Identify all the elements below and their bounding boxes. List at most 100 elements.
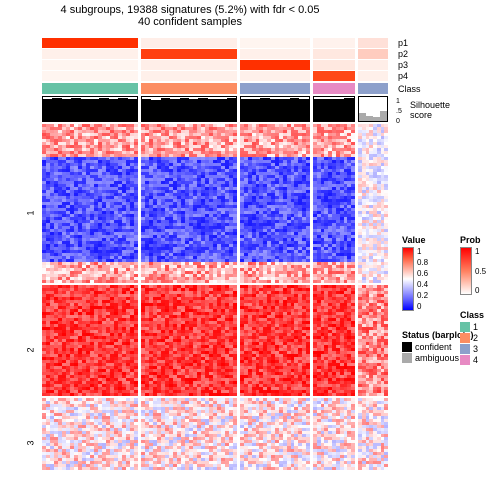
silhouette-block [240, 96, 310, 122]
sil-tick: .5 [396, 108, 402, 115]
legend-tick: 1 [417, 247, 428, 256]
silhouette-label: Silhouette score [410, 100, 450, 120]
prob-label: p4 [398, 71, 408, 81]
silhouette-block [358, 96, 388, 122]
legend-prob: Prob 10.50 [460, 235, 486, 295]
prob-cell [141, 71, 237, 81]
heatmap-block [141, 398, 237, 470]
heatmap-block [141, 124, 237, 283]
heatmap-block [42, 398, 138, 470]
silhouette-bar [62, 99, 71, 121]
silhouette-bar [161, 98, 170, 121]
heatmap-block [240, 398, 310, 470]
silhouette-bar [299, 99, 309, 121]
silhouette-bar [99, 98, 108, 121]
prob-label: p2 [398, 49, 408, 59]
row-group-label: 3 [26, 440, 36, 445]
silhouette-bar [128, 99, 137, 121]
silhouette-block [42, 96, 138, 122]
silhouette-bar [227, 98, 236, 121]
prob-cell [358, 71, 388, 81]
legend-tick: 0 [417, 302, 428, 311]
legend-item: 4 [460, 355, 484, 365]
legend-class: Class 1234 [460, 310, 484, 366]
class-row-label: Class [398, 84, 421, 94]
silhouette-bar [52, 98, 61, 121]
heatmap-block [141, 285, 237, 396]
prob-label: p1 [398, 38, 408, 48]
class-cell [141, 83, 237, 94]
silhouette-bar [90, 99, 99, 121]
heatmap-block [42, 124, 138, 283]
heatmap-block [358, 285, 388, 396]
prob-cell [313, 49, 355, 59]
legend-gradient [402, 247, 414, 311]
silhouette-bar [217, 99, 226, 121]
chart-title: 4 subgroups, 19388 signatures (5.2%) wit… [0, 0, 380, 16]
prob-cell [141, 60, 237, 70]
silhouette-bar [81, 99, 90, 121]
legend-tick: 0.8 [417, 258, 428, 267]
prob-cell [313, 71, 355, 81]
silhouette-bar [142, 99, 151, 121]
silhouette-bar [251, 99, 261, 121]
prob-cell [42, 60, 138, 70]
legend-title: Class [460, 310, 484, 320]
silhouette-bar [208, 99, 217, 121]
prob-cell [42, 38, 138, 48]
legend-tick: 1 [475, 247, 486, 256]
silhouette-bar [290, 98, 300, 121]
silhouette-bar [344, 98, 354, 121]
class-cell [313, 83, 355, 94]
silhouette-bar [324, 99, 334, 121]
heatmap-block [313, 398, 355, 470]
silhouette-bar [270, 99, 280, 121]
prob-cell [313, 38, 355, 48]
silhouette-bar [334, 99, 344, 121]
heatmap-block [240, 285, 310, 396]
class-cell [358, 83, 388, 94]
silhouette-bar [373, 117, 380, 121]
prob-cell [240, 38, 310, 48]
legend-item: 1 [460, 322, 484, 332]
silhouette-bar [359, 113, 366, 121]
row-group-label: 2 [26, 347, 36, 352]
silhouette-bar [189, 99, 198, 121]
prob-cell [358, 60, 388, 70]
silhouette-block [141, 96, 237, 122]
class-cell [240, 83, 310, 94]
legend-value: Value 10.80.60.40.20 [402, 235, 428, 311]
silhouette-bar [198, 98, 207, 121]
prob-cell [141, 49, 237, 59]
silhouette-bar [280, 99, 290, 121]
legend-title: Prob [460, 235, 486, 245]
silhouette-block [313, 96, 355, 122]
prob-cell [240, 60, 310, 70]
legend-tick: 0 [475, 286, 486, 295]
heatmap-block [358, 398, 388, 470]
silhouette-bar [380, 111, 387, 121]
legend-tick: 0.6 [417, 269, 428, 278]
silhouette-bar [118, 98, 127, 121]
chart-subtitle: 40 confident samples [0, 16, 380, 30]
silhouette-bar [241, 99, 251, 121]
heatmap-block [313, 124, 355, 283]
legend-tick: 0.4 [417, 280, 428, 289]
sil-tick: 0 [396, 118, 400, 125]
heatmap-block [42, 285, 138, 396]
silhouette-bar [170, 99, 179, 121]
silhouette-bar [180, 98, 189, 121]
silhouette-bar [260, 98, 270, 121]
silhouette-bar [151, 100, 160, 121]
main-plot [42, 38, 394, 472]
prob-cell [240, 71, 310, 81]
row-group-label: 1 [26, 210, 36, 215]
legend-tick: 0.2 [417, 291, 428, 300]
legend-gradient [460, 247, 472, 295]
silhouette-bar [366, 116, 373, 121]
prob-cell [358, 38, 388, 48]
heatmap-block [358, 124, 388, 283]
legend-item: 2 [460, 333, 484, 343]
prob-cell [42, 49, 138, 59]
prob-cell [42, 71, 138, 81]
